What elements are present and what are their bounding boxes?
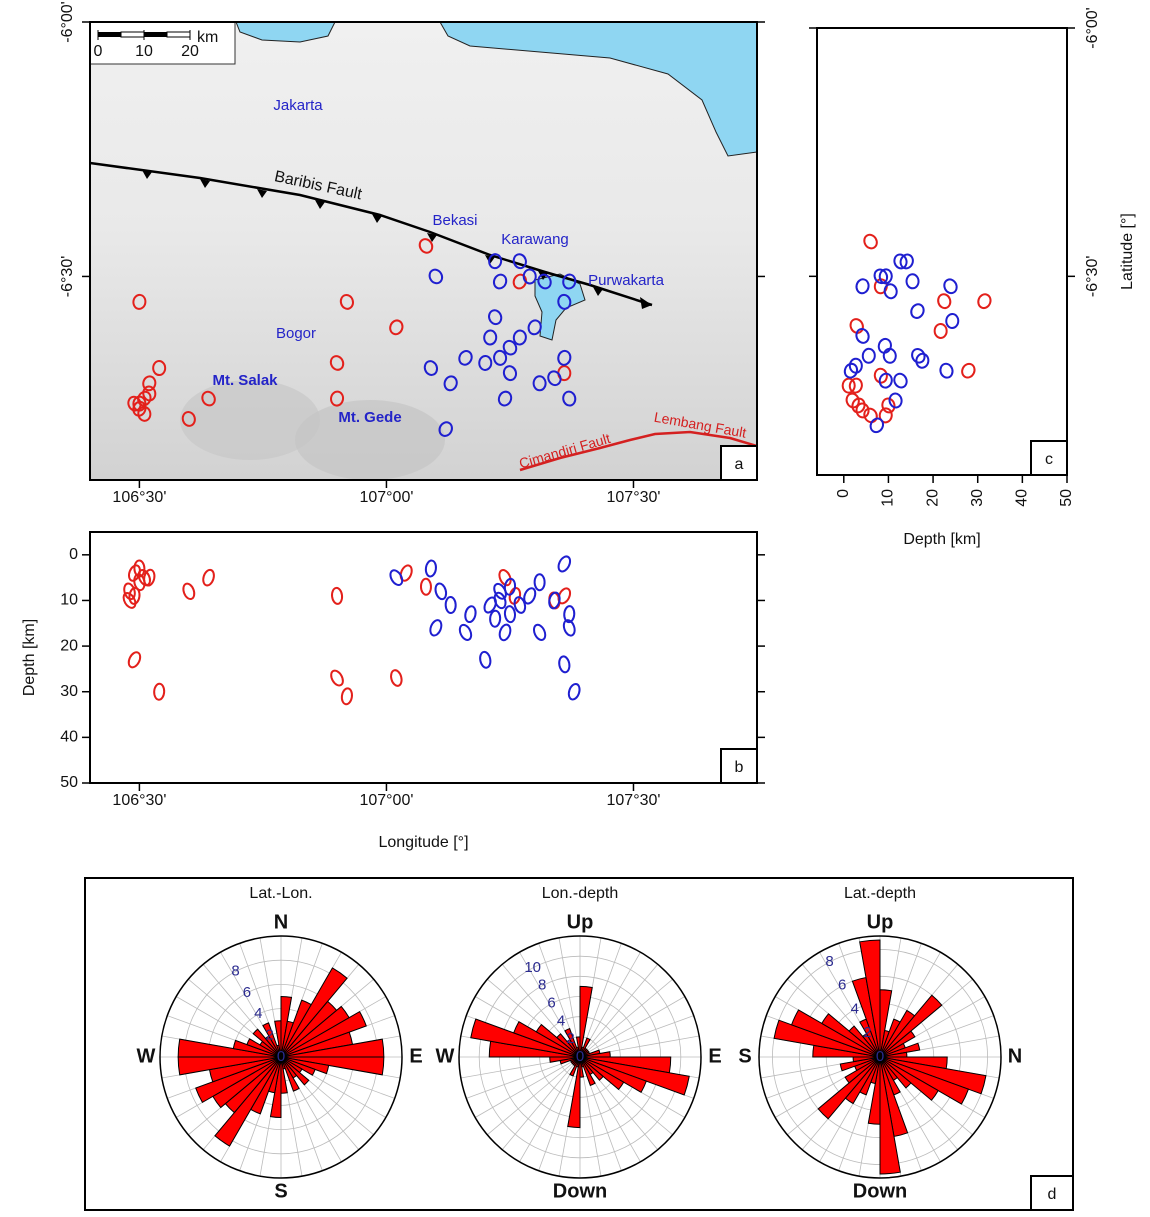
y-tick-label: 50: [60, 774, 78, 791]
rose-tick-label: 8: [825, 953, 833, 970]
rose-direction: S: [274, 1180, 287, 1202]
y-tick-label: -6°00': [1084, 7, 1101, 48]
map-annotation: Bogor: [276, 325, 316, 342]
panel-label: a: [735, 456, 744, 473]
map-annotation: Bekasi: [432, 212, 477, 229]
page: {"chart_data": [ {"type": "map", "panel_…: [0, 0, 1150, 1217]
y-tick-label: -6°00': [59, 1, 76, 42]
rose-tick-label: 6: [243, 984, 251, 1001]
scale-bar-segment: [121, 32, 144, 37]
map-annotation: Jakarta: [273, 97, 323, 114]
scale-bar-segment: [98, 32, 121, 37]
scale-bar-label: 0: [94, 43, 103, 60]
panel-label: b: [735, 759, 744, 776]
rose-title: Lon.-depth: [542, 885, 619, 902]
y-tick-label: 40: [60, 729, 78, 746]
rose-tick-label: 6: [547, 995, 555, 1012]
rose-direction: Up: [567, 911, 594, 933]
rose-direction: N: [1008, 1045, 1022, 1067]
plot-area: [90, 532, 757, 783]
x-tick-label: 107°30': [607, 792, 661, 809]
panel-label: c: [1045, 451, 1053, 468]
rose-direction: Up: [867, 911, 894, 933]
rose-tick-label: 2: [265, 1027, 273, 1044]
rose-tick-label: 4: [851, 1000, 859, 1017]
x-tick-label: 106°30': [112, 792, 166, 809]
rose-title: Lat.-Lon.: [249, 885, 312, 902]
y-tick-label: 0: [69, 546, 78, 563]
rose-tick-label: 6: [838, 977, 846, 994]
rose-direction: N: [274, 911, 288, 933]
map-annotation: Purwakarta: [588, 272, 665, 289]
rose-direction: S: [738, 1045, 751, 1067]
rose-tick-label: 4: [557, 1012, 565, 1029]
panel-label: d: [1048, 1186, 1057, 1203]
x-tick-label: 50: [1058, 489, 1075, 507]
x-tick-label: 107°30': [607, 489, 661, 506]
x-tick-label: 106°30': [112, 489, 166, 506]
y-axis-label: Depth [km]: [21, 619, 38, 696]
x-tick-label: 107°00': [359, 792, 413, 809]
scale-bar-segment: [144, 32, 167, 37]
rose-tick-label: 2: [863, 1024, 871, 1041]
rose-direction: E: [409, 1045, 422, 1067]
x-tick-label: 20: [924, 489, 941, 507]
rose-tick-label: 8: [231, 962, 239, 979]
x-axis-label: Depth [km]: [903, 531, 980, 548]
scale-bar-unit: km: [197, 29, 218, 46]
map-annotation: Karawang: [501, 231, 569, 248]
rose-tick-label: 10: [524, 959, 541, 976]
rose-tick-label: 0: [576, 1048, 584, 1065]
x-tick-label: 40: [1014, 489, 1031, 507]
map-annotation: Mt. Salak: [212, 372, 278, 389]
y-tick-label: 30: [60, 683, 78, 700]
rose-title: Lat.-depth: [844, 885, 916, 902]
figure: 01020kmJakartaBaribis FaultBekasiKarawan…: [0, 0, 1150, 1217]
y-tick-label: 10: [60, 592, 78, 609]
rose-tick-label: 0: [876, 1048, 884, 1065]
y-tick-label: -6°30': [59, 256, 76, 297]
rose-tick-label: 2: [566, 1030, 574, 1047]
x-tick-label: 0: [835, 489, 852, 498]
y-tick-label: 20: [60, 637, 78, 654]
rose-direction: W: [436, 1045, 455, 1067]
x-axis-label: Longitude [°]: [378, 834, 468, 851]
scale-bar-segment: [167, 32, 190, 37]
x-tick-label: 10: [880, 489, 897, 507]
x-tick-label: 30: [969, 489, 986, 507]
map-annotation: Mt. Gede: [338, 409, 401, 426]
y-tick-label: -6°30': [1084, 256, 1101, 297]
y-axis-label: Latitude [°]: [1119, 213, 1136, 290]
rose-direction: E: [708, 1045, 721, 1067]
scale-bar-label: 10: [135, 43, 153, 60]
rose-direction: W: [137, 1045, 156, 1067]
rose-tick-label: 8: [538, 977, 546, 994]
x-tick-label: 107°00': [359, 489, 413, 506]
rose-tick-label: 0: [277, 1048, 285, 1065]
rose-tick-label: 4: [254, 1005, 262, 1022]
rose-direction: Down: [553, 1180, 607, 1202]
rose-direction: Down: [853, 1180, 907, 1202]
